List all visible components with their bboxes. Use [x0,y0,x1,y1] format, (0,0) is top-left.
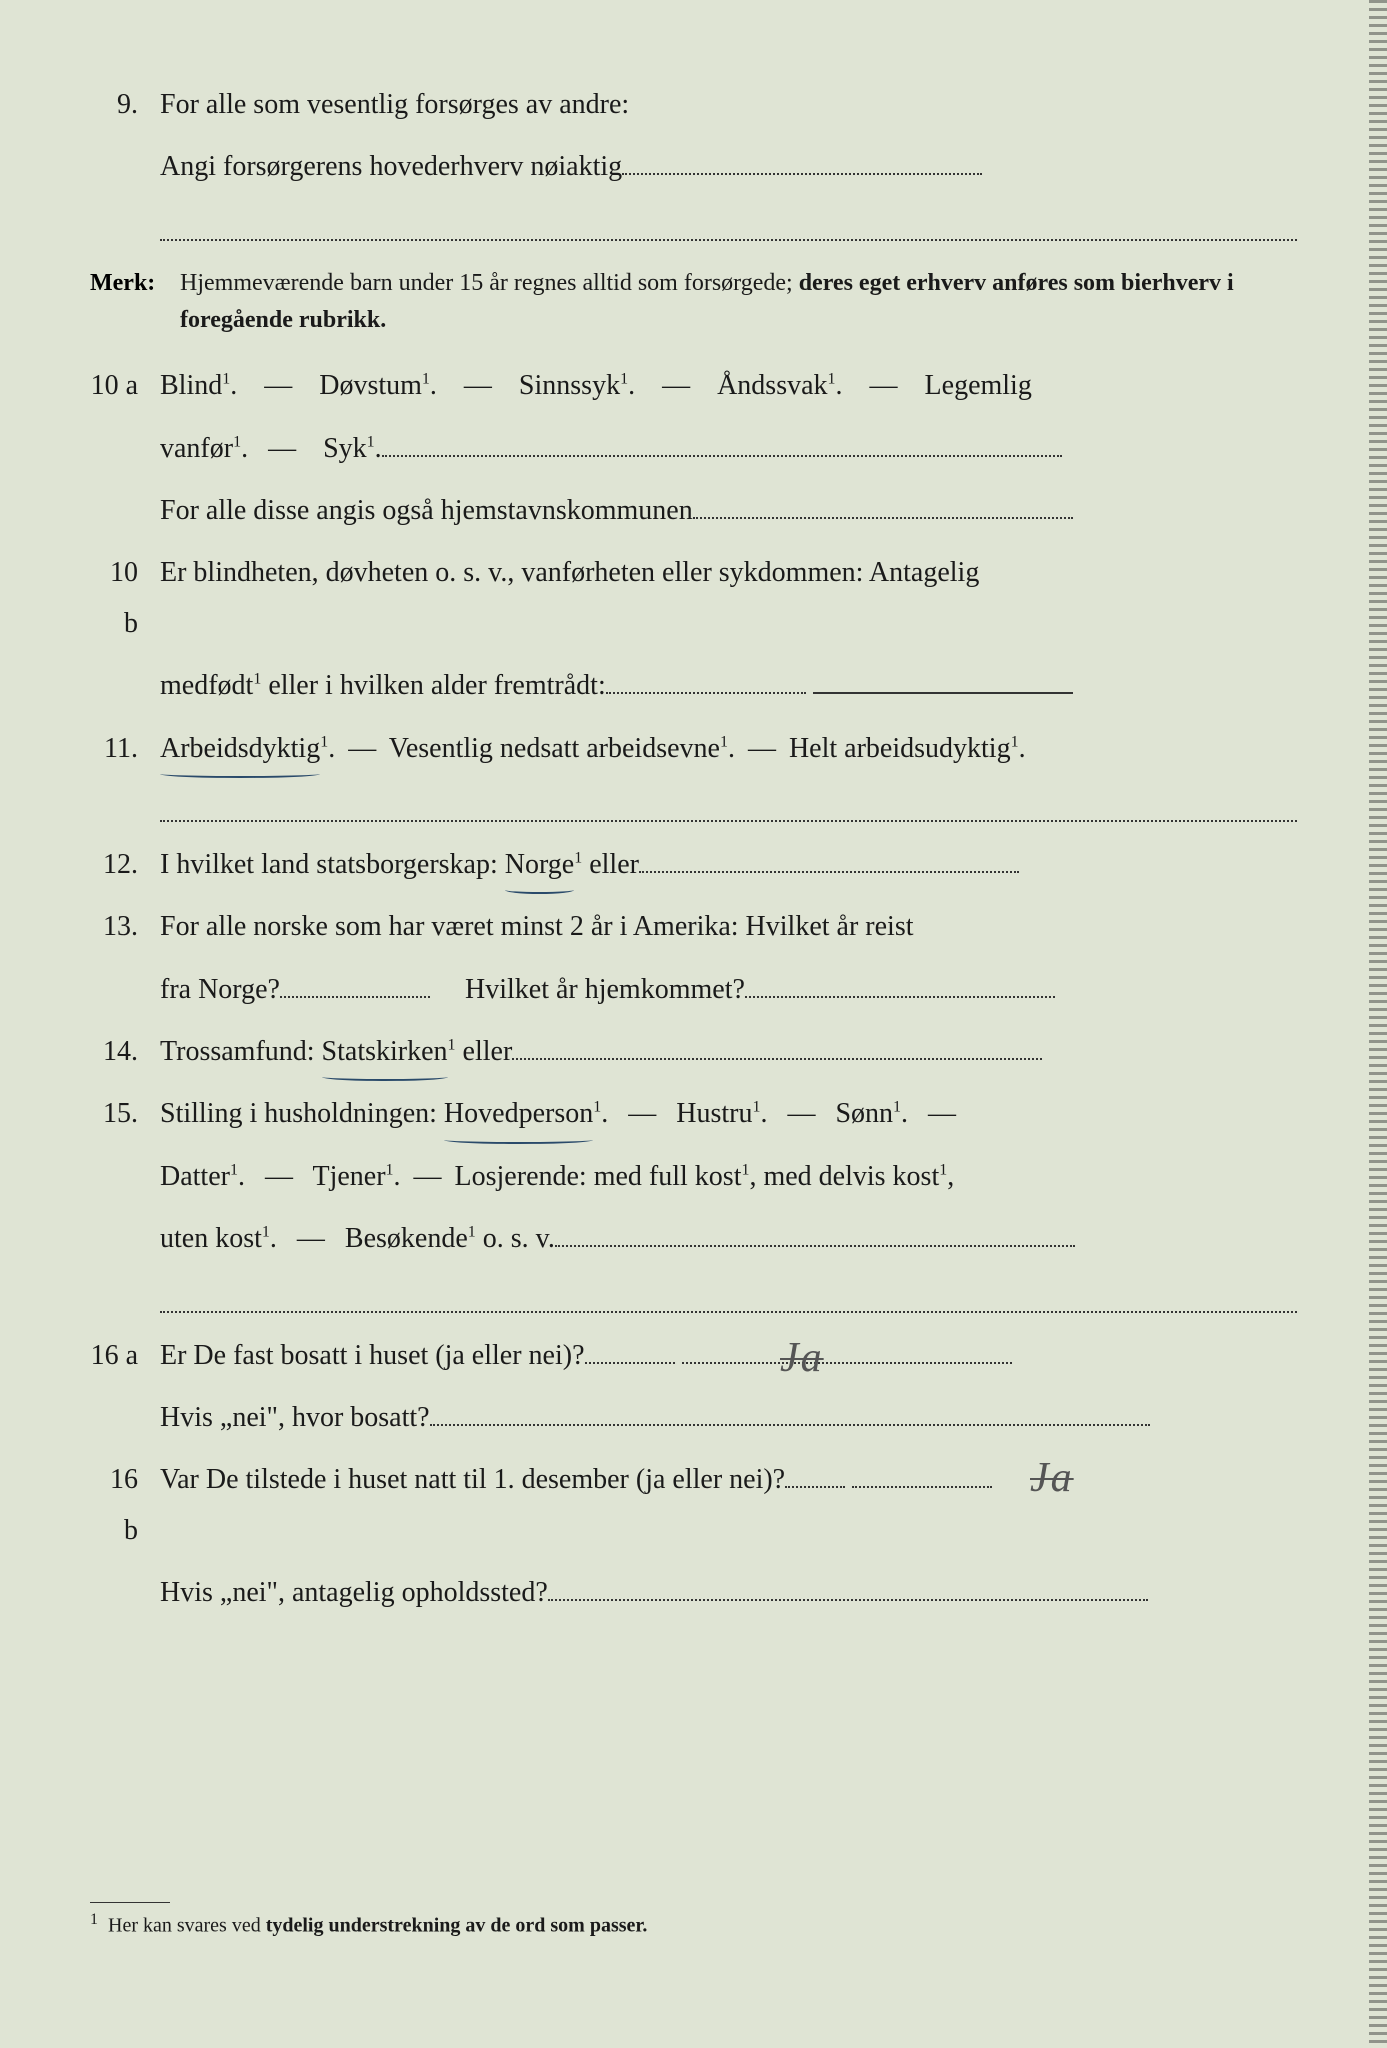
question-number: 14. [90,1027,160,1077]
opt-udyktig: Helt arbeidsudyktig [789,733,1011,764]
opt-tjener: Tjener [312,1161,385,1192]
fill-line[interactable] [682,1362,1012,1364]
opt-full-kost: med full kost [594,1161,742,1192]
opt-datter: Datter [160,1161,230,1192]
question-content: For alle som vesentlig forsørges av andr… [160,80,1297,130]
fill-line[interactable] [430,1424,1150,1426]
fill-line[interactable] [852,1486,992,1488]
question-10b-line2: medfødt1 eller i hvilken alder fremtrådt… [90,661,1297,711]
opt-norge-underlined: Norge [505,840,574,890]
fill-line[interactable] [548,1599,1148,1601]
opt-sinnssyk: Sinnssyk [519,370,620,401]
question-16a: 16 a Er De fast bosatt i huset (ja eller… [90,1331,1297,1381]
fill-line[interactable] [639,871,1019,873]
fill-line[interactable] [512,1058,1042,1060]
question-12: 12. I hvilket land statsborgerskap: Norg… [90,840,1297,890]
fill-line[interactable] [280,996,430,998]
answer-16a: Ja [780,1321,824,1397]
opt-legemlig: Legemlig [925,370,1032,401]
fill-line[interactable] [693,517,1073,519]
opt-uten-kost: uten kost [160,1223,262,1254]
question-number: 12. [90,840,160,890]
losjerende-label: Losjerende: [455,1161,594,1192]
question-15: 15. Stilling i husholdningen: Hovedperso… [90,1089,1297,1139]
q10b-prefix: medfødt [160,670,253,701]
opt-syk: Syk [323,433,367,464]
opt-andssvak: Åndssvak [717,370,827,401]
q13-part1: fra Norge? [160,974,280,1005]
fill-line-full[interactable] [160,1277,1297,1313]
opt-sonn: Sønn [835,1098,893,1129]
fill-line[interactable] [745,996,1055,998]
answer-16b: Ja [1030,1441,1074,1517]
opt-besokende: Besøkende [345,1223,468,1254]
question-11: 11. Arbeidsdyktig1. — Vesentlig nedsatt … [90,724,1297,774]
fill-line[interactable] [606,692,806,694]
q16b-line2: Hvis „nei", antagelig opholdssted? [160,1577,548,1608]
fill-line[interactable] [785,1486,845,1488]
fill-line[interactable] [555,1245,1075,1247]
q9-line1: For alle som vesentlig forsørges av andr… [160,89,629,120]
fill-line-full[interactable] [160,786,1297,822]
question-16b: 16 b Var De tilstede i huset natt til 1.… [90,1455,1297,1556]
q10b-line1: Er blindheten, døvheten o. s. v., vanfør… [160,557,979,588]
opt-hovedperson-underlined: Hovedperson [444,1089,593,1139]
opt-nedsatt: Vesentlig nedsatt arbeidsevne [389,733,720,764]
question-number: 16 a [90,1331,160,1381]
merk-note: Merk: Hjemmeværende barn under 15 år reg… [90,265,1297,339]
q12-prefix: I hvilket land statsborgerskap: [160,849,505,880]
footnote-prefix: Her kan svares ved [108,1915,266,1937]
opt-delvis-kost: med delvis kost [763,1161,939,1192]
question-10a-line3: For alle disse angis også hjemstavnskomm… [90,486,1297,536]
question-10a: 10 a Blind1. — Døvstum1. — Sinnssyk1. — … [90,361,1297,411]
question-number: 15. [90,1089,160,1139]
q16b-line1: Var De tilstede i huset natt til 1. dese… [160,1464,785,1495]
census-form: 9. For alle som vesentlig forsørges av a… [90,80,1297,1619]
fill-line[interactable] [382,455,1062,457]
perforated-edge [1369,0,1387,2048]
question-10b: 10 b Er blindheten, døvheten o. s. v., v… [90,548,1297,649]
question-number: 9. [90,80,160,130]
footnote-bold: tydelig understrekning av de ord som pas… [266,1915,648,1937]
merk-content: Hjemmeværende barn under 15 år regnes al… [180,265,1297,339]
question-13-line2: fra Norge? Hvilket år hjemkommet? [90,965,1297,1015]
footnote-rule [90,1902,170,1903]
question-15-line2: Datter1. — Tjener1. — Losjerende: med fu… [90,1152,1297,1202]
fill-line[interactable] [585,1362,675,1364]
question-number: 11. [90,724,160,774]
fill-line-full[interactable] [160,205,1297,241]
question-16a-line2: Hvis „nei", hvor bosatt? [90,1393,1297,1443]
q9-line2: Angi forsørgerens hovederhverv nøiaktig [160,151,622,182]
opt-vanfor: vanfør [160,433,233,464]
q13-part2: Hvilket år hjemkommet? [465,974,745,1005]
q13-line1: For alle norske som har været minst 2 år… [160,911,914,942]
opt-statskirken-underlined: Statskirken [322,1027,448,1077]
opt-hustru: Hustru [676,1098,752,1129]
q15-prefix: Stilling i husholdningen: [160,1098,444,1129]
footnote-marker: 1 [90,1911,98,1928]
opt-dovstum: Døvstum [319,370,422,401]
footnote: 1 Her kan svares ved tydelig understrekn… [90,1902,647,1938]
fill-line[interactable] [622,173,982,175]
merk-label: Merk: [90,265,180,339]
question-9: 9. For alle som vesentlig forsørges av a… [90,80,1297,130]
question-15-line3: uten kost1. — Besøkende1 o. s. v. [90,1214,1297,1264]
question-13: 13. For alle norske som har været minst … [90,902,1297,952]
question-14: 14. Trossamfund: Statskirken1 eller [90,1027,1297,1077]
question-number: 13. [90,902,160,952]
q16a-line2: Hvis „nei", hvor bosatt? [160,1402,430,1433]
opt-blind: Blind [160,370,222,401]
fill-line-solid[interactable] [813,692,1073,694]
q10a-line3: For alle disse angis også hjemstavnskomm… [160,495,693,526]
q14-prefix: Trossamfund: [160,1036,322,1067]
question-number: 16 b [90,1455,160,1556]
q16a-line1: Er De fast bosatt i huset (ja eller nei)… [160,1340,585,1371]
question-16b-line2: Hvis „nei", antagelig opholdssted? [90,1568,1297,1618]
question-number: 10 b [90,548,160,649]
question-10a-line2: vanfør1. — Syk1. [90,424,1297,474]
question-9-line2: Angi forsørgerens hovederhverv nøiaktig [90,142,1297,192]
opt-arbeidsdyktig-underlined: Arbeidsdyktig [160,724,320,774]
question-number: 10 a [90,361,160,411]
